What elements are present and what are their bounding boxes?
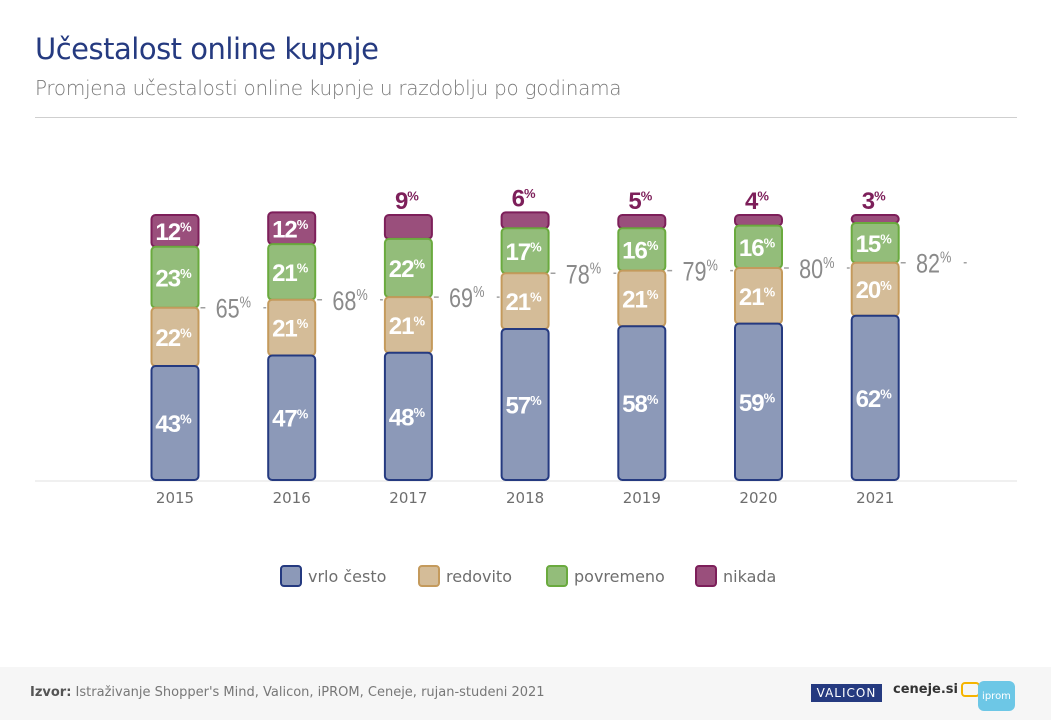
cumulative-label: 80% <box>799 255 835 285</box>
legend-swatch-nikada <box>695 565 717 587</box>
chart-title: Učestalost online kupnje <box>35 32 379 66</box>
data-label-outside: 4% <box>745 188 769 215</box>
data-label: 21% <box>389 313 426 340</box>
bar-segment-vrlo-cesto <box>734 322 783 481</box>
legend-item-povremeno: povremeno <box>546 565 665 587</box>
data-label: 59% <box>739 390 776 417</box>
legend-item-vrlo-cesto: vrlo često <box>280 565 386 587</box>
data-label: 43% <box>155 411 192 438</box>
bar-segment-nikada <box>500 211 550 230</box>
legend-label: povremeno <box>574 566 665 586</box>
cumulative-label-bg <box>788 250 847 278</box>
legend: vrlo često redovito povremeno nikada <box>0 565 1051 595</box>
data-label-outside: 5% <box>628 188 652 215</box>
bar-segment-vrlo-cesto <box>150 365 200 481</box>
cumulative-label-bg <box>672 252 731 281</box>
data-label: 12% <box>272 216 309 243</box>
data-label: 16% <box>622 237 659 264</box>
cumulative-label-bg <box>438 279 497 308</box>
cumulative-label: 65% <box>216 294 252 324</box>
x-tick-label: 2018 <box>506 489 544 507</box>
header-divider <box>35 117 1017 118</box>
legend-swatch-redovito <box>418 565 440 587</box>
x-tick-label: 2017 <box>389 489 427 507</box>
data-label: 22% <box>389 256 426 283</box>
data-label: 21% <box>272 260 309 287</box>
data-label: 15% <box>856 231 893 258</box>
chart-subtitle: Promjena učestalosti online kupnje u raz… <box>35 76 622 100</box>
footer: Izvor: Istraživanje Shopper's Mind, Vali… <box>0 667 1051 720</box>
legend-label: nikada <box>723 566 777 586</box>
cumulative-label: 69% <box>449 284 485 314</box>
cumulative-label: 78% <box>566 260 602 290</box>
source-label: Izvor: <box>30 685 72 700</box>
bar-segment-nikada <box>850 214 900 224</box>
legend-item-redovito: redovito <box>418 565 512 587</box>
data-label: 48% <box>389 404 426 431</box>
data-label: 22% <box>155 325 192 352</box>
bar-segment-vrlo-cesto <box>383 351 433 481</box>
cumulative-label-bg <box>905 244 964 273</box>
data-label-outside: 3% <box>862 188 886 215</box>
stacked-bar-chart: 43% 22% 23% 12% 2015 65% 47% 21% 21% 12% 2016 68% 48… <box>35 185 1017 507</box>
x-tick-label: 2016 <box>273 489 311 507</box>
valicon-logo: VALICON <box>811 684 882 702</box>
data-label-outside: 6% <box>512 185 536 212</box>
cumulative-label: 68% <box>332 287 368 317</box>
bar-segment-vrlo-cesto <box>617 325 667 481</box>
data-label: 62% <box>856 386 893 413</box>
data-label: 21% <box>622 286 659 313</box>
x-tick-label: 2015 <box>156 489 194 507</box>
cumulative-label-bg <box>205 289 264 318</box>
source-text: Istraživanje Shopper's Mind, Valicon, iP… <box>71 685 545 700</box>
data-label: 57% <box>505 392 542 419</box>
cumulative-label-bg <box>322 281 381 310</box>
ceneje-logo-text: ceneje.si <box>893 682 958 697</box>
iprom-logo: iprom <box>978 681 1015 711</box>
legend-swatch-povremeno <box>546 565 568 587</box>
bar-segment-vrlo-cesto <box>267 354 317 482</box>
data-label: 47% <box>272 406 309 433</box>
data-label: 12% <box>155 219 192 246</box>
x-tick-label: 2019 <box>623 489 661 507</box>
data-label: 58% <box>622 391 659 418</box>
ceneje-logo: ceneje.si <box>893 682 980 697</box>
cumulative-label-bg <box>555 255 614 284</box>
data-label: 21% <box>739 284 776 311</box>
bar-segment-nikada <box>617 214 667 230</box>
x-tick-label: 2020 <box>739 489 777 507</box>
data-label: 17% <box>505 239 542 266</box>
x-tick-label: 2021 <box>856 489 894 507</box>
legend-item-nikada: nikada <box>695 565 776 587</box>
data-label: 21% <box>505 289 542 316</box>
cumulative-label: 82% <box>916 249 952 279</box>
source-note: Izvor: Istraživanje Shopper's Mind, Vali… <box>30 685 545 700</box>
data-label-outside: 9% <box>395 188 419 215</box>
bar-segment-nikada <box>383 214 433 240</box>
cumulative-label: 79% <box>682 257 718 287</box>
data-label: 23% <box>155 265 192 292</box>
data-label: 20% <box>856 277 893 304</box>
legend-label: redovito <box>446 566 512 586</box>
bar-segment-nikada <box>734 214 783 227</box>
data-label: 21% <box>272 316 309 343</box>
legend-swatch-vrlo-cesto <box>280 565 302 587</box>
bar-segment-vrlo-cesto <box>850 314 900 482</box>
legend-label: vrlo često <box>308 566 387 586</box>
data-label: 16% <box>739 235 776 262</box>
bar-segment-vrlo-cesto <box>500 327 550 482</box>
